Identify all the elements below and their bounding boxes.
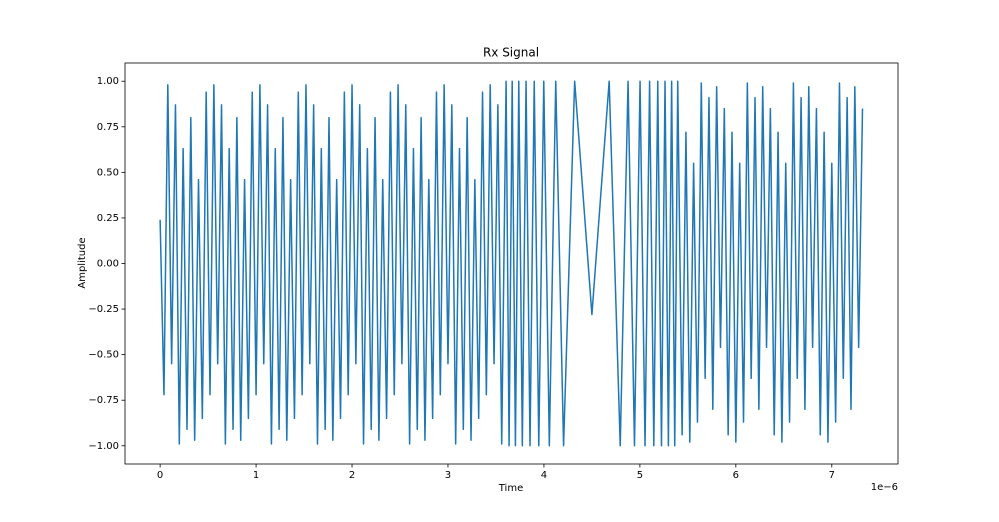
y-tick-label: 0.50	[97, 167, 119, 178]
axes-frame	[124, 62, 899, 465]
y-tick-label: 1.00	[97, 76, 119, 87]
y-axis-label: Amplitude	[77, 237, 88, 288]
y-tick-label: −0.75	[88, 395, 119, 406]
x-tick-label: 6	[733, 470, 739, 481]
x-tick-label: 0	[157, 470, 163, 481]
x-tick-label: 2	[349, 470, 355, 481]
x-tick-label: 5	[637, 470, 643, 481]
y-tick-label: −0.50	[88, 350, 119, 361]
y-tick-label: 0.75	[97, 122, 119, 133]
y-tick-label: −0.25	[88, 304, 119, 315]
x-tick-label: 7	[829, 470, 835, 481]
y-tick-label: 0.25	[97, 213, 119, 224]
x-axis-label: Time	[498, 483, 523, 494]
y-tick-label: 0.00	[97, 259, 119, 270]
x-tick-label: 1	[253, 470, 259, 481]
chart-title: Rx Signal	[483, 46, 539, 60]
x-offset-label: 1e−6	[871, 482, 898, 493]
signal-line	[159, 80, 864, 447]
x-tick-label: 4	[541, 470, 547, 481]
x-tick-label: 3	[445, 470, 451, 481]
y-tick-label: −1.00	[88, 441, 119, 452]
